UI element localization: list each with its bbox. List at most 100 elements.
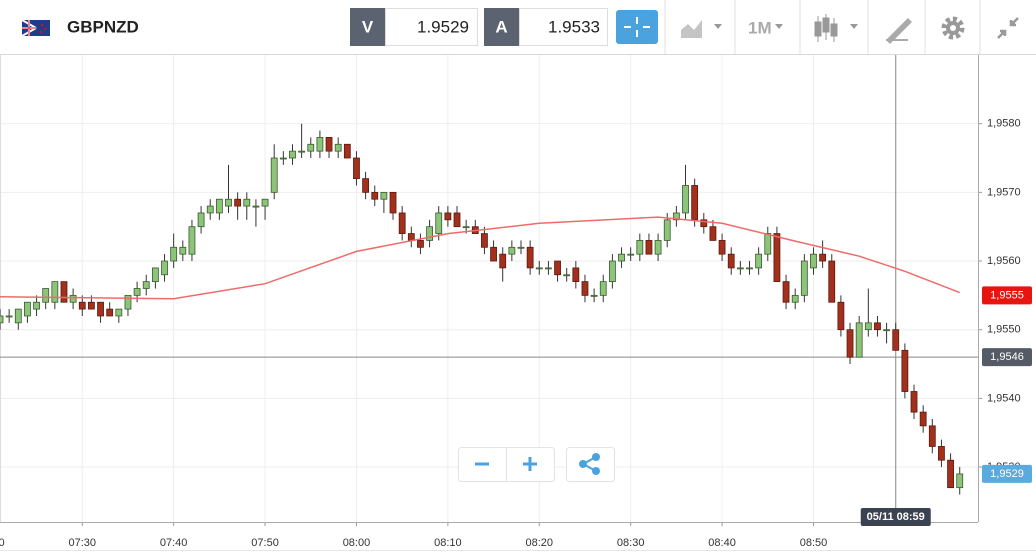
candle-body xyxy=(508,246,516,255)
crosshair-button[interactable] xyxy=(616,10,658,44)
candle-body xyxy=(691,185,699,221)
settings-button[interactable] xyxy=(941,16,965,40)
candle-body xyxy=(608,260,616,283)
candle-body xyxy=(883,329,890,332)
candle-body xyxy=(490,246,497,262)
zoom-toolbar xyxy=(458,447,615,482)
timeframe: 1M xyxy=(748,18,772,37)
bid-button[interactable] xyxy=(350,8,385,46)
candle-body xyxy=(444,212,452,221)
candle-body xyxy=(307,143,315,152)
candle-body xyxy=(545,267,552,270)
candle-body xyxy=(151,267,159,283)
y-tick-label: 1,9570 xyxy=(987,186,1021,198)
timeframe-button[interactable]: 1M xyxy=(748,18,783,37)
x-tick-label: 08:20 xyxy=(526,537,554,549)
candle-body xyxy=(910,391,918,413)
candle-body xyxy=(718,240,726,255)
candle-body xyxy=(97,301,104,317)
candle-body xyxy=(170,246,178,262)
candle-body xyxy=(855,322,863,358)
ask-box xyxy=(519,8,608,46)
bid-label: V xyxy=(362,17,374,36)
candle-body xyxy=(563,274,571,277)
candle-body xyxy=(197,212,205,228)
candle-body xyxy=(672,212,680,221)
drawing-button[interactable] xyxy=(886,18,912,44)
candle-body xyxy=(426,226,433,241)
candle-body xyxy=(645,240,653,255)
candle-body xyxy=(864,322,872,331)
chart-type-button[interactable] xyxy=(681,20,722,38)
candle-body xyxy=(828,260,836,303)
candle-body xyxy=(764,233,772,255)
candle-body xyxy=(407,233,415,241)
zoom-in-button[interactable] xyxy=(523,457,537,471)
candle-body xyxy=(627,253,635,256)
candle-body xyxy=(371,191,379,200)
crosshair-y-box xyxy=(982,348,1032,367)
candle-body xyxy=(325,137,333,152)
candle-body xyxy=(88,301,95,310)
candle-body xyxy=(499,253,507,269)
candle-body xyxy=(791,294,799,303)
candle-body xyxy=(279,157,287,160)
candle-body xyxy=(846,329,854,358)
candle-body xyxy=(919,411,927,427)
candle-body xyxy=(517,246,525,249)
candle-body xyxy=(874,322,881,331)
candle-body xyxy=(215,198,223,214)
candle-body xyxy=(161,260,168,276)
bid-box xyxy=(385,8,478,46)
candle-body xyxy=(901,349,909,392)
candle-body xyxy=(554,260,561,276)
candle-body xyxy=(462,226,470,229)
candle-body xyxy=(289,150,296,159)
candle-body xyxy=(526,246,534,269)
candle-body xyxy=(435,212,443,234)
candle-body xyxy=(682,185,689,214)
ask-button[interactable] xyxy=(484,8,519,46)
candle-body xyxy=(362,178,370,193)
collapse-button[interactable] xyxy=(997,17,1019,39)
candle-body xyxy=(179,246,187,255)
candle-body xyxy=(417,240,424,248)
x-tick-label: 08:30 xyxy=(617,537,645,549)
x-tick-label: 08:10 xyxy=(434,537,462,549)
candle-body xyxy=(42,288,50,303)
candle-body xyxy=(298,150,306,153)
candle-body xyxy=(590,294,598,297)
candle-body xyxy=(225,198,232,207)
candle-body xyxy=(234,198,242,207)
candle-body xyxy=(892,329,900,351)
candle-body xyxy=(270,157,278,193)
candle-body xyxy=(133,288,141,296)
candle-body xyxy=(316,137,324,152)
candle-body xyxy=(142,281,150,289)
candle-style-button[interactable] xyxy=(814,14,858,42)
candle-body xyxy=(343,143,351,159)
candle-body xyxy=(654,240,662,255)
share-button[interactable] xyxy=(579,453,600,475)
crosshair-x-label: 05/11 08:59 xyxy=(867,511,925,523)
candle-body xyxy=(78,301,86,310)
candle-body xyxy=(727,253,735,269)
candle-body xyxy=(124,294,132,310)
candle-body xyxy=(353,157,360,180)
candle-body xyxy=(947,459,954,489)
flag xyxy=(21,19,50,37)
plot-area: 07:20 07:30 07:40 07:50 08:00 08:10 08:20 08:30… xyxy=(0,55,1032,549)
ask-label: A xyxy=(495,17,507,36)
x-tick-label: 08:00 xyxy=(343,537,371,549)
candle-body xyxy=(69,294,77,303)
candle-body xyxy=(700,219,708,228)
candle-body xyxy=(535,267,543,270)
last-price-label: 1,9529 xyxy=(990,468,1024,480)
crosshair-y-label: 1,9546 xyxy=(990,351,1024,363)
ask-price: 1.9533 xyxy=(548,17,600,36)
x-tick-label: 07:40 xyxy=(160,537,188,549)
candle-body xyxy=(188,226,196,255)
ma-price-label: 1,9555 xyxy=(990,289,1024,301)
